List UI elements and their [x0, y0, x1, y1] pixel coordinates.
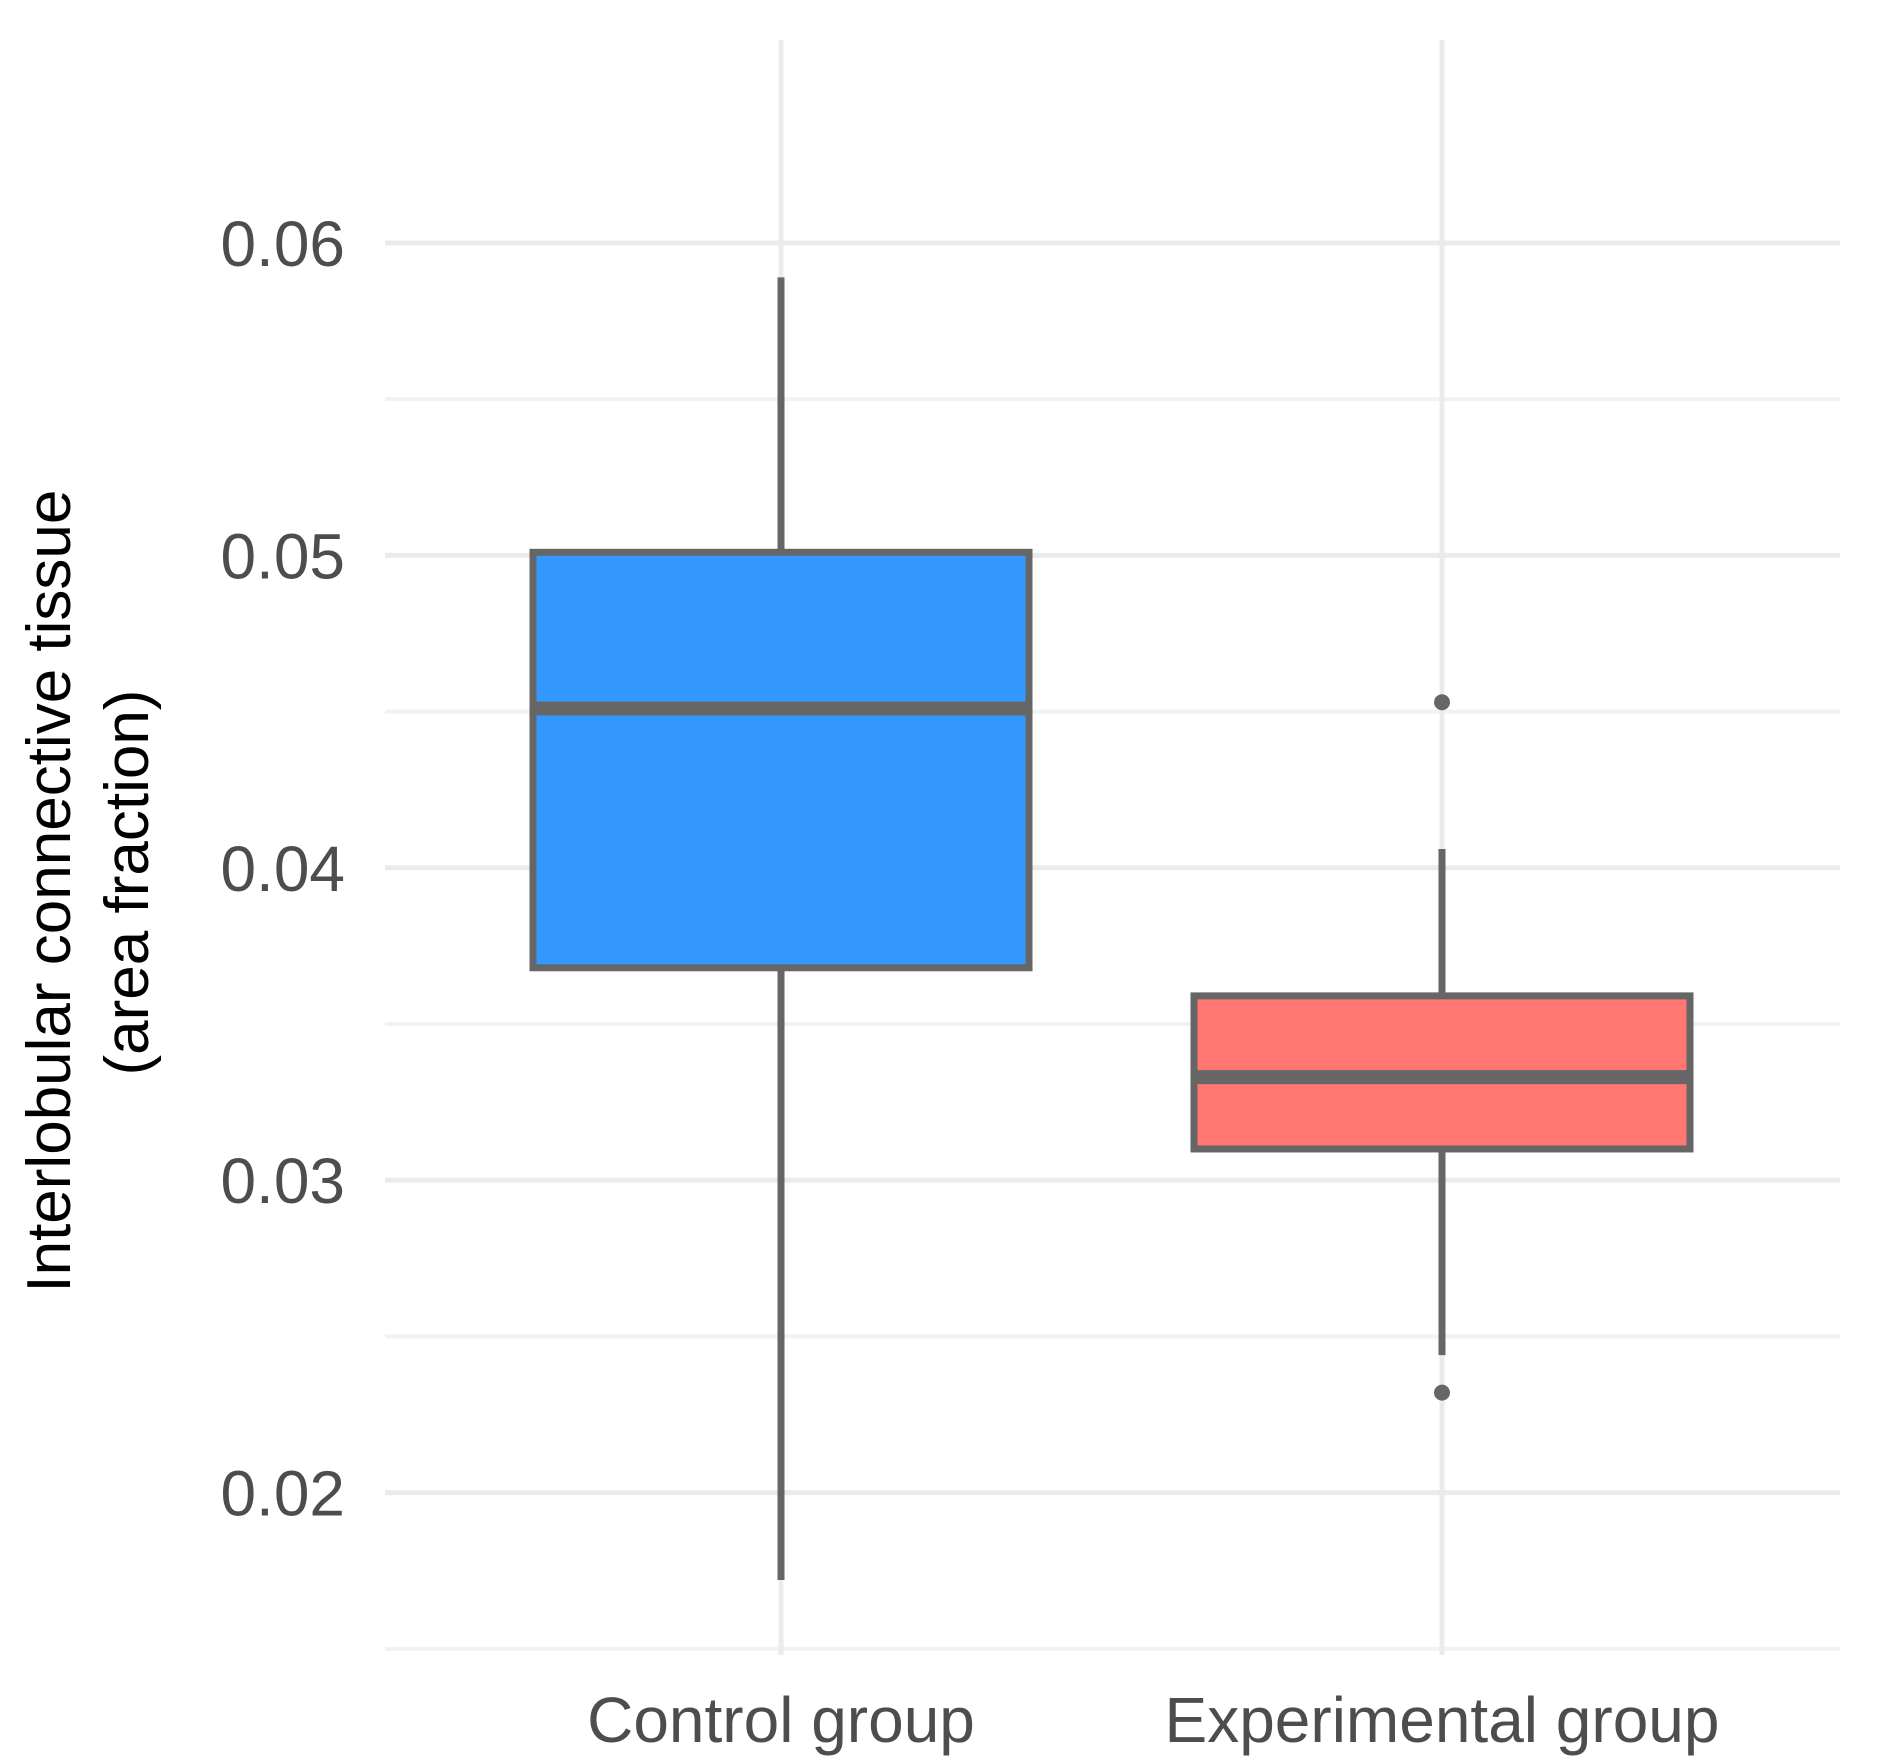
outlier-point [1434, 694, 1450, 711]
boxes [529, 277, 1694, 1581]
y-tick-label: 0.04 [220, 833, 345, 905]
x-axis-tick-labels: Control group Experimental group [587, 1684, 1719, 1756]
box-iqr [529, 548, 1033, 972]
y-axis-title: Interlobular connective tissue (area fra… [15, 472, 162, 1292]
x-tick-label: Experimental group [1165, 1684, 1720, 1756]
y-axis-title-line-2: (area fraction) [93, 690, 162, 1076]
box-control [529, 277, 1033, 1581]
outlier-point [1434, 1384, 1450, 1401]
y-tick-label: 0.03 [220, 1145, 345, 1217]
y-tick-label: 0.06 [220, 208, 345, 280]
y-axis-title-line-1: Interlobular connective tissue [15, 490, 84, 1293]
box-experimental [1190, 694, 1694, 1401]
x-tick-label: Control group [587, 1684, 975, 1756]
y-tick-label: 0.05 [220, 520, 345, 592]
y-axis-tick-labels: 0.02 0.03 0.04 0.05 0.06 [220, 208, 345, 1530]
y-tick-label: 0.02 [220, 1458, 345, 1530]
